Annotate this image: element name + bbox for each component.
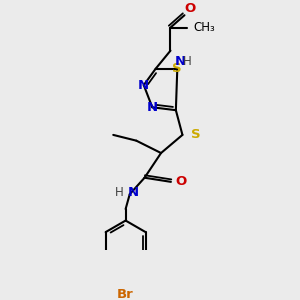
Text: N: N	[128, 186, 139, 199]
Text: Br: Br	[117, 288, 134, 300]
Text: S: S	[191, 128, 200, 141]
Text: H: H	[114, 186, 123, 199]
Text: N: N	[138, 79, 149, 92]
Text: CH₃: CH₃	[194, 21, 215, 34]
Text: O: O	[176, 176, 187, 188]
Text: N: N	[147, 101, 158, 114]
Text: N: N	[175, 55, 186, 68]
Text: S: S	[172, 62, 182, 75]
Text: O: O	[184, 2, 196, 15]
Text: H: H	[183, 55, 192, 68]
